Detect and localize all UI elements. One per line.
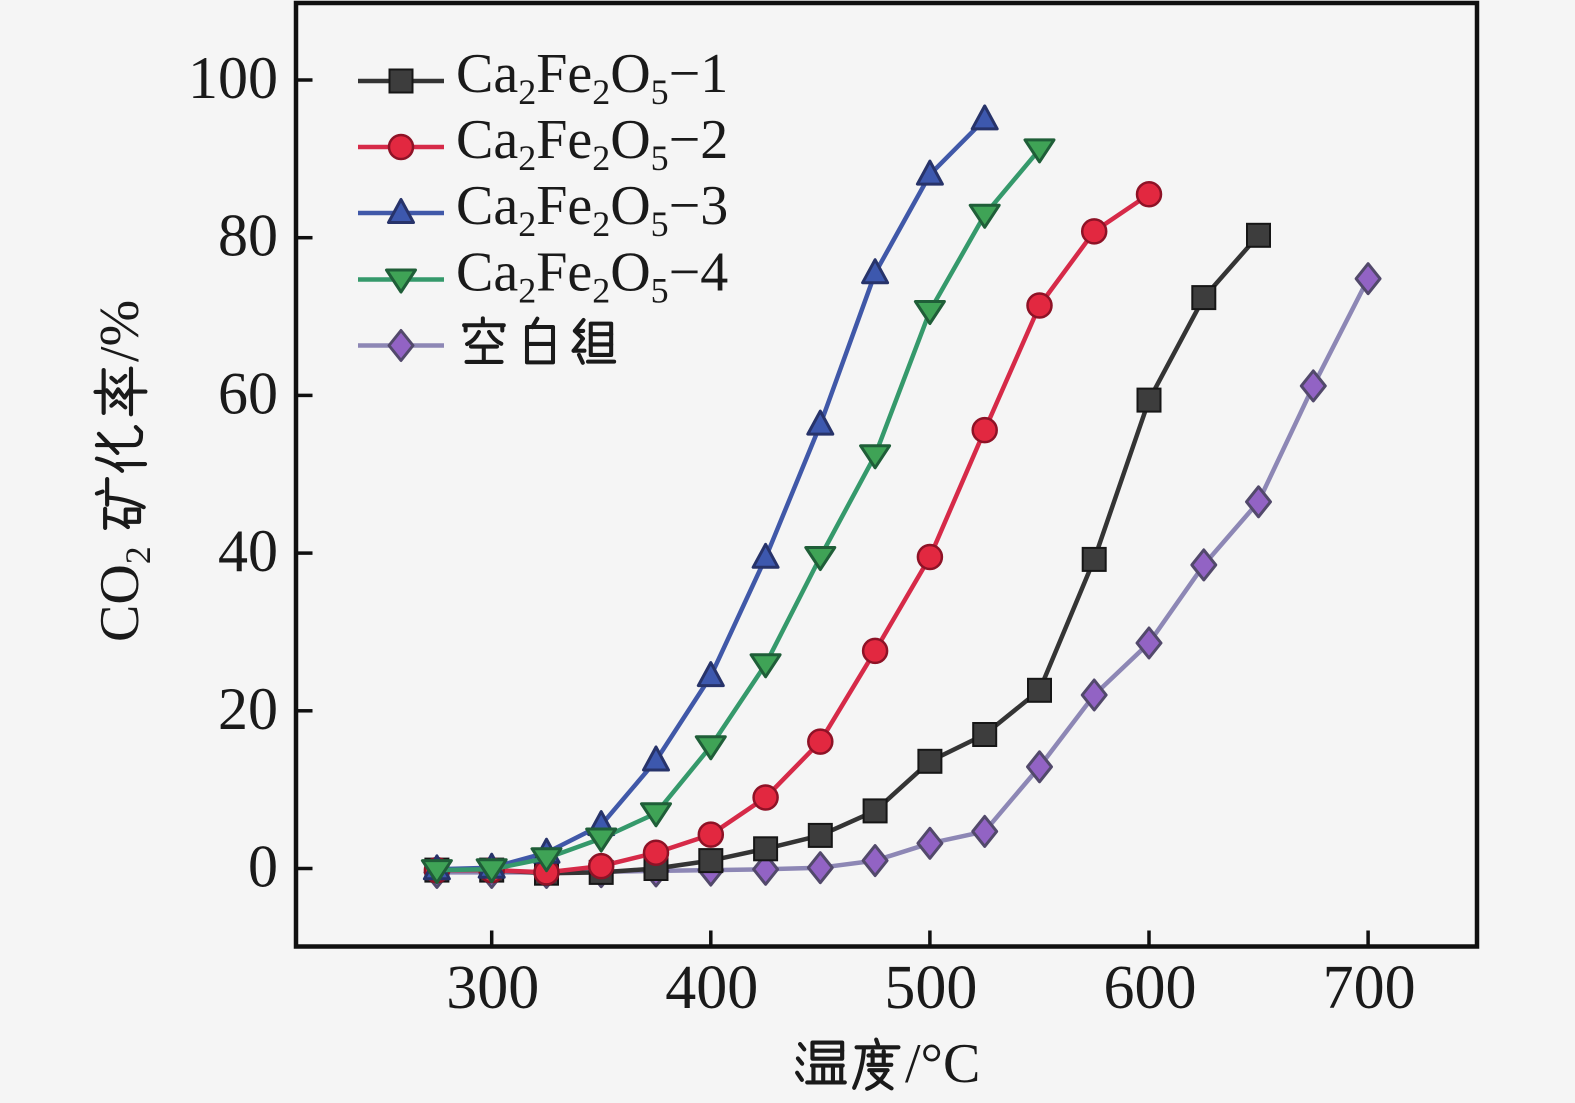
svg-text:300: 300 — [446, 954, 539, 1022]
svg-text:Ca2Fe2O5−2: Ca2Fe2O5−2 — [456, 109, 728, 178]
svg-text:Ca2Fe2O5−4: Ca2Fe2O5−4 — [456, 242, 728, 311]
svg-text:60: 60 — [218, 360, 278, 426]
svg-text:40: 40 — [218, 518, 278, 584]
svg-text:100: 100 — [188, 45, 278, 111]
svg-text:500: 500 — [884, 954, 977, 1022]
svg-text:0: 0 — [248, 834, 278, 900]
svg-text:400: 400 — [665, 954, 758, 1022]
svg-text:Ca2Fe2O5−1: Ca2Fe2O5−1 — [456, 43, 728, 112]
svg-text:/°C: /°C — [905, 1033, 980, 1095]
svg-text:/%: /% — [89, 300, 151, 362]
svg-text:20: 20 — [218, 676, 278, 742]
svg-text:700: 700 — [1323, 954, 1416, 1022]
svg-text:80: 80 — [218, 203, 278, 269]
svg-text:600: 600 — [1104, 954, 1197, 1022]
svg-text:Ca2Fe2O5−3: Ca2Fe2O5−3 — [456, 175, 728, 244]
